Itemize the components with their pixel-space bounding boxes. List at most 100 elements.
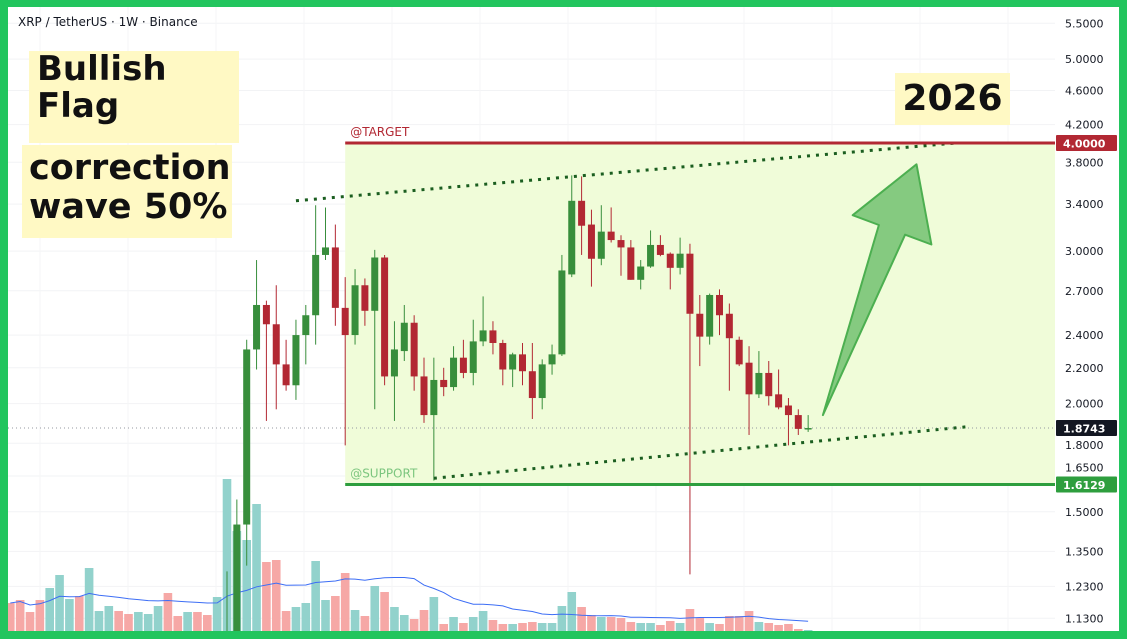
candle-body bbox=[292, 335, 300, 386]
candle bbox=[784, 398, 792, 446]
price-tick-label: 1.2300 bbox=[1065, 580, 1104, 593]
support-label: @SUPPORT bbox=[350, 467, 418, 481]
candle-body bbox=[647, 244, 655, 267]
candle-body bbox=[666, 253, 674, 268]
volume-bar bbox=[45, 588, 54, 631]
volume-bar bbox=[528, 622, 537, 631]
candle-body bbox=[607, 231, 615, 241]
price-tick-label: 1.3500 bbox=[1065, 545, 1104, 558]
volume-bar bbox=[65, 599, 74, 631]
year-note: 2026 bbox=[895, 73, 1010, 125]
volume-bar bbox=[616, 618, 626, 631]
volume-bar bbox=[449, 617, 458, 631]
candle bbox=[696, 294, 704, 367]
volume-bar bbox=[124, 614, 133, 631]
candle-body bbox=[282, 364, 290, 386]
candle bbox=[735, 336, 743, 367]
candle-body bbox=[243, 349, 251, 525]
volume-bar bbox=[803, 630, 813, 631]
candle bbox=[292, 319, 300, 400]
volume-bar bbox=[242, 540, 251, 631]
volume-bar bbox=[734, 616, 744, 631]
candle bbox=[578, 176, 586, 255]
candle bbox=[637, 260, 645, 290]
candle bbox=[519, 342, 526, 386]
volume-bar bbox=[626, 622, 636, 631]
price-chart[interactable]: @TARGET @SUPPORT 5.5000 5.0000 4.6000 4.2000 3… bbox=[8, 7, 1119, 631]
price-tick-label: 5.0000 bbox=[1065, 53, 1104, 66]
volume-bar bbox=[134, 612, 143, 631]
candle-body bbox=[361, 285, 369, 311]
candle bbox=[479, 296, 487, 347]
candle-body bbox=[686, 253, 694, 314]
price-tick-label: 3.4000 bbox=[1065, 198, 1104, 211]
volume-bar bbox=[183, 612, 192, 631]
candle-body bbox=[469, 341, 477, 373]
volume-bar bbox=[478, 611, 488, 631]
volume-bar bbox=[15, 600, 25, 631]
volume-bar bbox=[350, 610, 360, 631]
volume-bar bbox=[725, 616, 734, 631]
last-price-badge: 1.8743 bbox=[1063, 423, 1105, 436]
target-price-badge: 4.0000 bbox=[1063, 138, 1106, 151]
candle-body bbox=[637, 266, 645, 280]
volume-bar bbox=[173, 616, 183, 631]
candle-body bbox=[617, 240, 625, 248]
volume-bar bbox=[331, 596, 340, 631]
candle bbox=[775, 369, 783, 410]
candle-body bbox=[390, 349, 398, 377]
volume-bar bbox=[55, 575, 64, 631]
volume-bar bbox=[557, 606, 567, 631]
note-line: Flag bbox=[37, 86, 120, 127]
volume-bar bbox=[665, 621, 675, 631]
candle bbox=[381, 254, 389, 386]
candle-body bbox=[440, 379, 448, 388]
price-tick-label: 2.4000 bbox=[1065, 329, 1104, 342]
candle bbox=[410, 315, 418, 391]
volume-bar bbox=[685, 609, 695, 631]
candle bbox=[538, 359, 546, 410]
candle-body bbox=[262, 304, 270, 325]
candle-body bbox=[587, 224, 595, 259]
volume-bar bbox=[547, 623, 557, 631]
volume-bar bbox=[153, 606, 163, 631]
volume-bar bbox=[143, 614, 153, 631]
volume-bar bbox=[606, 617, 616, 631]
volume-bar bbox=[715, 624, 724, 631]
candle-body bbox=[430, 379, 438, 416]
candle bbox=[647, 230, 655, 268]
candle bbox=[706, 293, 714, 345]
volume-bar bbox=[311, 561, 320, 631]
candle bbox=[509, 352, 517, 388]
volume-bar bbox=[409, 619, 419, 631]
candle-body bbox=[716, 294, 723, 316]
volume-bar bbox=[74, 596, 84, 631]
volume-bar bbox=[498, 624, 508, 631]
volume-bar bbox=[744, 611, 754, 631]
candle-body bbox=[351, 285, 359, 336]
candle bbox=[804, 415, 812, 432]
price-tick-label: 4.6000 bbox=[1065, 84, 1104, 97]
projection-arrow-icon bbox=[821, 163, 933, 417]
correction-note: correction wave 50% bbox=[22, 145, 232, 238]
volume-bar bbox=[370, 586, 380, 631]
candle-body bbox=[794, 415, 802, 429]
volume-bar bbox=[212, 597, 222, 631]
candle-body bbox=[784, 405, 792, 416]
volume-bar bbox=[764, 623, 774, 631]
candle-body bbox=[302, 315, 310, 336]
price-tick-label: 2.2000 bbox=[1065, 362, 1104, 375]
volume-bar bbox=[262, 562, 271, 631]
candle bbox=[765, 361, 773, 406]
price-tick-label: 2.0000 bbox=[1065, 398, 1104, 411]
price-tick-label: 1.6500 bbox=[1065, 462, 1104, 475]
candle bbox=[341, 277, 349, 446]
candle bbox=[262, 300, 270, 421]
volume-bar bbox=[439, 624, 448, 631]
volume-bar bbox=[390, 607, 399, 631]
candle bbox=[716, 289, 723, 336]
volume-bar bbox=[646, 623, 655, 631]
volume-bar bbox=[8, 603, 15, 631]
volume-bar bbox=[597, 617, 606, 631]
candle-body bbox=[459, 357, 467, 373]
